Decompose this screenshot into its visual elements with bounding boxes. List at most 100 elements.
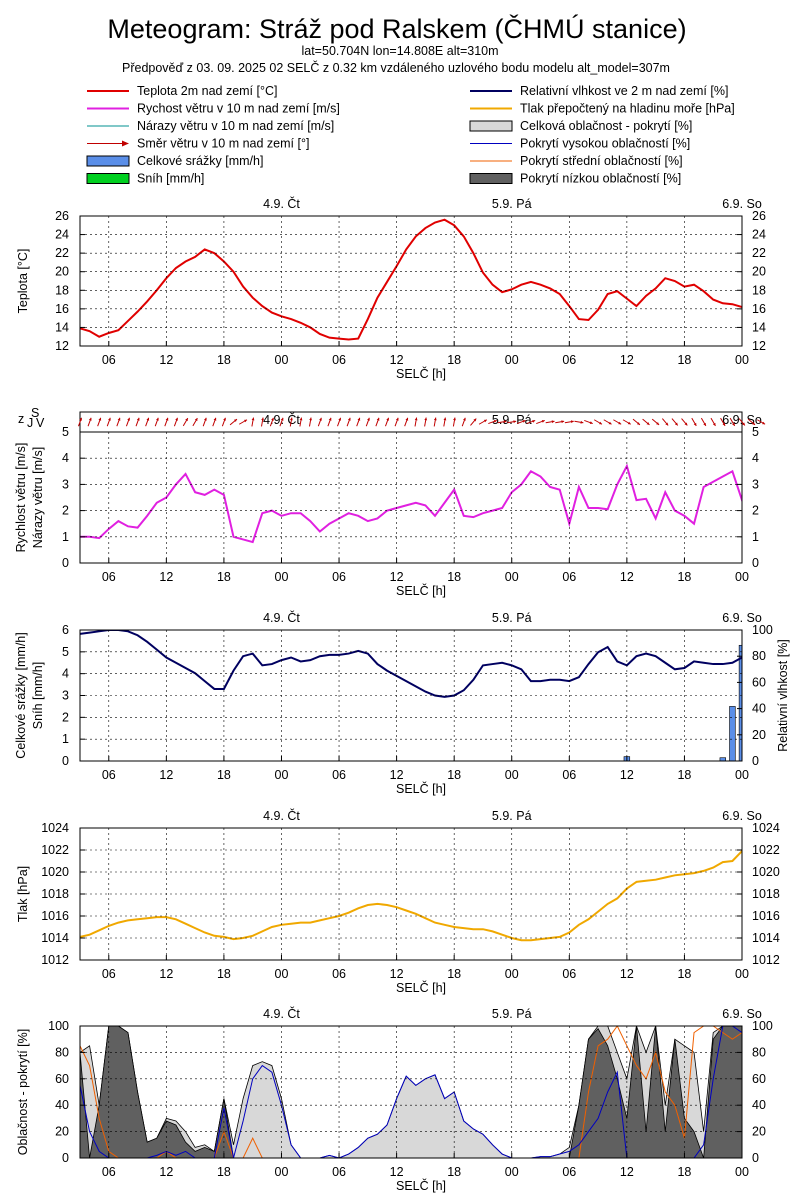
wind-dir-arrow-head xyxy=(580,420,584,424)
wind-dir-arrow-head xyxy=(424,417,428,421)
wind-dir-arrow xyxy=(404,417,409,427)
cloud-high-line xyxy=(80,1026,742,1158)
ytick-label-temperature: 16 xyxy=(55,302,69,316)
day-label-pressure: 5.9. Pá xyxy=(492,809,532,823)
legend-right-1-label: Tlak přepočtený na hladinu moře [hPa] xyxy=(520,102,735,116)
xtick-label-wind: 00 xyxy=(505,570,519,584)
wind-dir-arrow-head xyxy=(319,417,322,421)
wind-dir-arrow xyxy=(461,417,466,427)
xtick-label-clouds: 00 xyxy=(505,1165,519,1179)
xtick-label-pressure: 06 xyxy=(102,967,116,981)
ytick-right-label-temperature: 22 xyxy=(752,246,766,260)
xtick-label-pressure: 12 xyxy=(390,967,404,981)
wind-dir-arrow-head xyxy=(712,422,716,426)
wind-dir-arrow-head xyxy=(433,417,437,421)
xtick-label-pressure: 00 xyxy=(275,967,289,981)
ytick-right-label-humidity_precip: 0 xyxy=(752,754,759,768)
wind-dir-arrow-head xyxy=(598,421,602,425)
precip-bar xyxy=(729,706,736,761)
xtick-label-temperature: 12 xyxy=(159,353,173,367)
xlabel-temperature: SELČ [h] xyxy=(396,366,446,381)
xtick-label-humidity_precip: 12 xyxy=(159,768,173,782)
xtick-label-temperature: 12 xyxy=(390,353,404,367)
day-label-temperature: 4.9. Čt xyxy=(263,196,300,211)
ytick-right-label-wind: 1 xyxy=(752,530,759,544)
ylabel-humidity_precip: Celkové srážky [mm/h] xyxy=(14,632,28,758)
wind-dir-arrow-head xyxy=(251,417,255,421)
series-wind xyxy=(80,463,742,544)
ytick-label-temperature: 20 xyxy=(55,265,69,279)
panel-wind: 0123450123450612180006121800061218004.9.… xyxy=(14,406,766,598)
wind-dir-arrow xyxy=(337,417,342,427)
ytick-right-label-pressure: 1022 xyxy=(752,843,780,857)
legend-left-4: Celkové srážky [mm/h] xyxy=(86,154,263,168)
legend-right-2-swatch xyxy=(469,120,513,132)
day-label-clouds: 4.9. Čt xyxy=(263,1006,300,1021)
wind-dir-arrow xyxy=(212,417,217,427)
xtick-label-wind: 18 xyxy=(217,570,231,584)
wind-dir-arrow-head xyxy=(551,420,555,424)
ytick-label-pressure: 1022 xyxy=(41,843,69,857)
wind-dir-strip xyxy=(79,411,743,433)
ytick-label-humidity_precip: 6 xyxy=(62,623,69,637)
ylabel-wind: Rychlost větru [m/s] xyxy=(14,443,28,553)
ytick-right-label-wind: 3 xyxy=(752,477,759,491)
ytick-right-label-wind: 0 xyxy=(752,556,759,570)
panel-temperature: 12 14 16 18 20 22 24 26 12 14 16 18 20 22 24 26 06 12 18 00… xyxy=(16,196,766,381)
wind-dir-arrow xyxy=(182,417,189,427)
wind-dir-arrow xyxy=(356,417,361,427)
frame-clouds xyxy=(79,1025,743,1159)
xtick-label-pressure: 18 xyxy=(447,967,461,981)
wind-dir-arrow-head xyxy=(165,417,169,421)
wind-dir-arrow xyxy=(478,419,488,425)
wind-dir-arrow-head xyxy=(541,420,545,423)
xtick-label-humidity_precip: 18 xyxy=(447,768,461,782)
wind-dir-arrow xyxy=(632,418,641,426)
wind-dir-arrow xyxy=(77,417,83,427)
wind-dir-arrow-head xyxy=(453,417,456,421)
wind-dir-arrow xyxy=(516,419,526,425)
wind-dir-arrow xyxy=(536,419,545,425)
wind-dir-arrow xyxy=(603,419,612,425)
ytick-right-label-humidity_precip: 40 xyxy=(752,702,766,716)
xtick-label-wind: 12 xyxy=(159,570,173,584)
xtick-label-clouds: 18 xyxy=(217,1165,231,1179)
xtick-label-clouds: 12 xyxy=(620,1165,634,1179)
xtick-label-wind: 12 xyxy=(620,570,634,584)
ytick-right-label-wind: 4 xyxy=(752,451,759,465)
wind-dir-arrow xyxy=(443,417,447,427)
wind-dir-arrow-head xyxy=(493,420,497,423)
xtick-label-humidity_precip: 06 xyxy=(562,768,576,782)
wind-dir-arrow xyxy=(497,420,507,424)
legend-left-3-label: Směr větru v 10 m nad zemí [°] xyxy=(137,137,309,151)
ylabel2-humidity_precip: Sníh [mm/h] xyxy=(31,662,45,729)
xtick-label-clouds: 18 xyxy=(447,1165,461,1179)
wind-dir-arrow-head xyxy=(636,422,640,425)
day-label-wind: 5.9. Pá xyxy=(492,413,532,427)
wind-dir-arrow-head xyxy=(376,417,380,421)
ytick-label-temperature: 22 xyxy=(55,246,69,260)
wind-dir-arrow-head xyxy=(522,420,526,423)
ytick-label-wind: 0 xyxy=(62,556,69,570)
wind-dir-arrow xyxy=(279,417,284,427)
wind-dir-arrow xyxy=(661,418,669,426)
station-coordinates: lat=50.704N lon=14.808E alt=310m xyxy=(301,44,498,58)
xtick-label-clouds: 12 xyxy=(159,1165,173,1179)
xtick-label-clouds: 18 xyxy=(677,1165,691,1179)
wind-dir-arrow xyxy=(125,417,130,427)
ytick-label-pressure: 1014 xyxy=(41,931,69,945)
wind-dir-arrow xyxy=(613,419,622,425)
legend-right-4: Pokrytí střední oblačností [%] xyxy=(470,154,683,168)
xtick-label-wind: 00 xyxy=(735,570,749,584)
wind-dir-arrow xyxy=(584,419,593,425)
wind-dir-arrow-head xyxy=(299,417,303,421)
wind-dir-arrow-head xyxy=(261,417,265,421)
wind-dir-arrow-head xyxy=(646,422,650,425)
wind-dir-arrow-head xyxy=(414,417,418,421)
xtick-label-clouds: 06 xyxy=(102,1165,116,1179)
plot-area-wind xyxy=(80,463,742,544)
wind-dir-arrow xyxy=(261,417,265,427)
xtick-label-temperature: 00 xyxy=(735,353,749,367)
